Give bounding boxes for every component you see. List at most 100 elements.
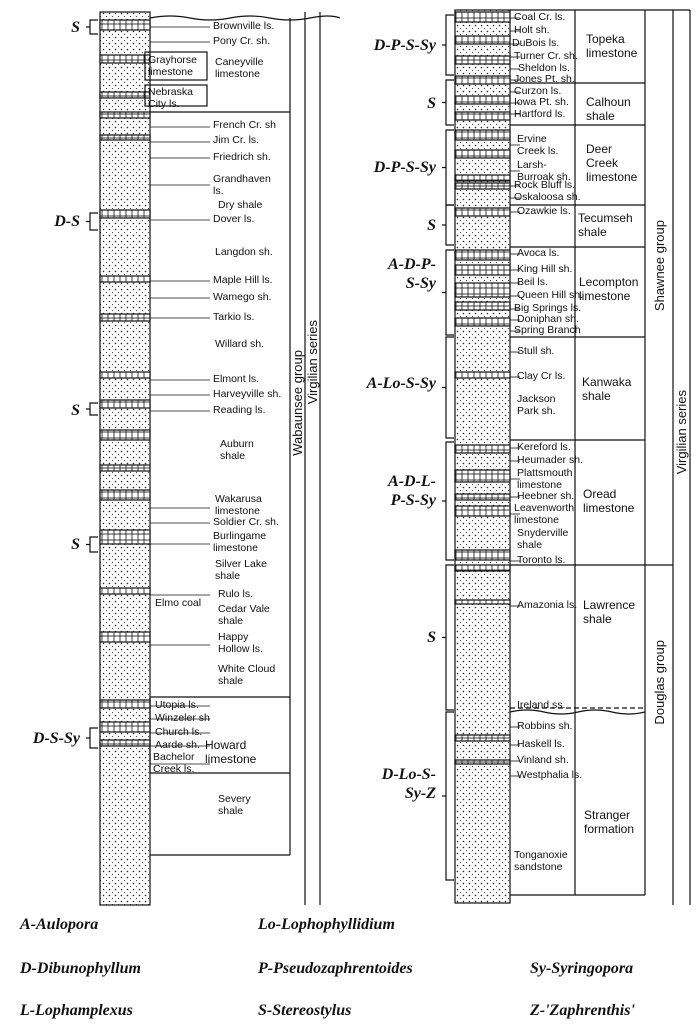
limestone-bed xyxy=(454,444,511,454)
limestone-bed xyxy=(454,469,511,483)
member-label: Langdon sh. xyxy=(215,246,273,258)
member-label: Turner Cr. sh. xyxy=(514,50,578,62)
bracket xyxy=(86,402,98,416)
member-label: Doniphan sh. xyxy=(517,313,579,325)
fossil-marker: A-D-L- P-S-Sy xyxy=(388,473,436,509)
member-label: Happy Hollow ls. xyxy=(218,631,263,655)
member-label: Clay Cr ls. xyxy=(517,370,566,382)
fossil-marker: D-P-S-Sy xyxy=(373,159,436,176)
limestone-bed xyxy=(454,549,511,561)
member-label: Willard sh. xyxy=(215,338,265,350)
limestone-bed xyxy=(99,371,151,379)
limestone-bed xyxy=(454,759,511,765)
member-label: Heumader sh. xyxy=(517,454,583,466)
member-label: Soldier Cr. sh. xyxy=(213,516,279,528)
legend-entry: Z-'Zaphrenthis' xyxy=(530,1002,635,1019)
fossil-marker: S xyxy=(71,19,80,36)
limestone-bed xyxy=(99,529,151,545)
limestone-bed xyxy=(454,174,511,182)
member-label: Jones Pt. sh. xyxy=(514,73,575,85)
limestone-bed xyxy=(454,493,511,501)
limestone-bed xyxy=(454,111,511,121)
limestone-bed xyxy=(454,301,511,311)
member-label: Hartford ls. xyxy=(514,108,566,120)
member-label: Silver Lake shale xyxy=(215,558,267,582)
member-label: Ervine Creek ls. xyxy=(517,133,559,157)
limestone-bed xyxy=(454,182,511,190)
limestone-bed xyxy=(454,95,511,105)
member-label: Iowa Pt. sh. xyxy=(514,96,569,108)
bracket xyxy=(442,14,454,76)
member-label: Curzon ls. xyxy=(514,85,562,97)
member-label: Maple Hill ls. xyxy=(213,274,273,286)
bracket xyxy=(442,336,454,439)
member-label: Church ls. xyxy=(155,726,203,738)
limestone-bed xyxy=(99,631,151,643)
member-label: Ozawkie ls. xyxy=(517,205,571,217)
bracket xyxy=(86,727,98,749)
limestone-bed xyxy=(454,317,511,327)
member-label: Dry shale xyxy=(218,199,263,211)
member-label: Grandhaven ls. xyxy=(213,173,271,197)
member-label: Coal Cr. ls. xyxy=(514,11,566,23)
member-label: Pony Cr. sh. xyxy=(213,35,271,47)
member-label: Reading ls. xyxy=(213,404,266,416)
bracket xyxy=(442,711,454,881)
limestone-bed xyxy=(99,209,151,219)
member-label: Brownville ls. xyxy=(213,20,275,32)
member-label: Jackson Park sh. xyxy=(517,393,556,417)
limestone-bed xyxy=(99,464,151,472)
member-box xyxy=(144,51,208,81)
member-label: Wamego sh. xyxy=(213,291,272,303)
member-label: Amazonia ls. xyxy=(517,599,578,611)
formation-label: Topeka limestone xyxy=(586,32,638,60)
formation-label: Tecumseh shale xyxy=(578,211,633,239)
bracket xyxy=(86,19,98,35)
bracket xyxy=(86,536,98,553)
member-label: Howard limestone xyxy=(205,738,257,766)
limestone-bed xyxy=(99,54,151,64)
limestone-bed xyxy=(99,739,151,747)
fossil-marker: S xyxy=(71,536,80,553)
member-label: Heebner sh. xyxy=(517,490,575,502)
member-label: Rock Bluff ls. xyxy=(514,179,576,191)
legend-entry: S-Stereostylus xyxy=(258,1002,352,1019)
member-label: Plattsmouth limestone xyxy=(517,467,573,491)
member-label: Beil ls. xyxy=(517,276,548,288)
legend-entry: A-Aulopora xyxy=(20,916,99,933)
member-label: Toronto ls. xyxy=(517,554,566,566)
limestone-bed xyxy=(99,721,151,733)
member-label: Big Springs ls. xyxy=(514,302,582,314)
group-label: Douglas group xyxy=(652,640,667,725)
limestone-bed xyxy=(99,699,151,709)
member-label: Holt sh. xyxy=(514,24,550,36)
formation-label: Oread limestone xyxy=(583,487,635,515)
legend-entry: D-Dibunophyllum xyxy=(20,960,141,977)
bracket xyxy=(442,129,454,206)
limestone-bed xyxy=(454,55,511,65)
member-label: Jim Cr. ls. xyxy=(213,134,260,146)
limestone-bed xyxy=(99,275,151,283)
member-label: White Cloud shale xyxy=(218,663,276,687)
member-label: Elmo coal xyxy=(155,597,202,609)
member-label: Westphalia ls. xyxy=(517,769,583,781)
member-label: Friedrich sh. xyxy=(213,151,271,163)
member-label: Bachelor Creek ls. xyxy=(153,751,195,775)
limestone-bed xyxy=(99,313,151,322)
member-label: Caneyville limestone xyxy=(215,56,264,80)
bracket xyxy=(442,79,454,126)
legend-entry: P-Pseudozaphrentoides xyxy=(258,960,413,977)
bracket xyxy=(442,441,454,561)
member-label: Haskell ls. xyxy=(517,738,565,750)
fossil-marker: D-Lo-S- Sy-Z xyxy=(381,766,436,802)
member-label: Avoca ls. xyxy=(517,247,560,259)
member-box xyxy=(144,84,208,107)
member-label: Sheldon ls. xyxy=(518,62,570,74)
unconformity xyxy=(509,709,646,715)
member-label: Stull sh. xyxy=(517,345,555,357)
member-label: Oskaloosa sh. xyxy=(514,191,581,203)
series-label: Virgilian series xyxy=(674,390,689,475)
limestone-bed xyxy=(99,489,151,501)
fossil-marker: A-D-P- S-Sy xyxy=(388,256,436,292)
bracket xyxy=(442,564,454,711)
